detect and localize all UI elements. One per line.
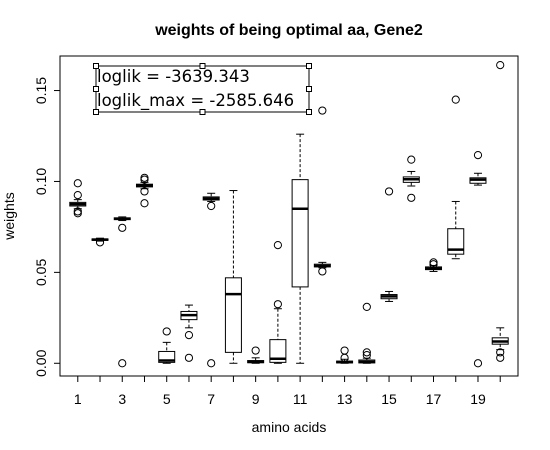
chart-title: weights of being optimal aa, Gene2 xyxy=(154,22,423,39)
annotation-handle xyxy=(306,86,312,92)
box-19 xyxy=(469,150,487,368)
annotation-line-2: loglik_max = -2585.646 xyxy=(97,91,294,111)
annotation-handle xyxy=(306,109,312,115)
box-14 xyxy=(358,302,376,364)
box-8 xyxy=(224,190,242,364)
outlier-point xyxy=(473,359,483,368)
outlier-point xyxy=(473,150,483,160)
outlier-point xyxy=(407,193,416,202)
box-body xyxy=(269,339,287,363)
annotation-handle xyxy=(93,86,99,92)
x-tick-label: 9 xyxy=(252,391,260,407)
annotation-line-1: loglik = -3639.343 xyxy=(97,67,250,86)
box-6 xyxy=(180,304,198,362)
x-tick-label: 5 xyxy=(163,391,171,407)
x-tick-label: 19 xyxy=(470,391,486,407)
outlier-point xyxy=(496,60,505,70)
outlier-point xyxy=(362,348,371,357)
annotation-handle xyxy=(93,109,99,115)
y-tick-label: 0.10 xyxy=(33,168,49,195)
outlier-point xyxy=(384,187,394,196)
y-tick-label: 0.00 xyxy=(33,349,49,376)
box-17 xyxy=(425,258,443,272)
box-body xyxy=(158,350,176,363)
y-tick-label: 0.15 xyxy=(33,77,49,104)
box-3 xyxy=(113,216,131,368)
box-5 xyxy=(158,327,176,364)
box-11 xyxy=(291,133,309,364)
outlier-point xyxy=(318,106,327,115)
x-axis-label: amino acids xyxy=(252,419,327,435)
box-12 xyxy=(313,106,331,276)
x-tick-label: 17 xyxy=(426,391,442,407)
annotation-handle xyxy=(306,63,312,69)
box-18 xyxy=(447,95,465,260)
outlier-point xyxy=(73,179,82,188)
box-1 xyxy=(69,179,87,218)
outlier-point xyxy=(140,187,149,196)
x-tick-label: 11 xyxy=(293,391,308,407)
box-16 xyxy=(402,155,420,202)
outlier-point xyxy=(407,155,416,164)
outlier-point xyxy=(73,207,82,216)
annotation-handle xyxy=(93,63,99,69)
plot-frame xyxy=(59,55,519,377)
box-15 xyxy=(380,187,398,302)
x-tick-label: 7 xyxy=(207,391,215,407)
outlier-point xyxy=(496,348,505,357)
outlier-point xyxy=(140,199,149,208)
outlier-point xyxy=(273,300,282,309)
outlier-point xyxy=(207,359,216,368)
outlier-point xyxy=(496,353,505,362)
box-body xyxy=(291,179,309,288)
box-body xyxy=(224,277,242,353)
x-tick-label: 1 xyxy=(74,391,82,407)
outlier-point xyxy=(118,223,127,232)
y-tick-label: 0.05 xyxy=(33,259,49,286)
box-2 xyxy=(91,237,109,247)
box-10 xyxy=(269,240,287,364)
outlier-point xyxy=(162,327,171,336)
outlier-point xyxy=(207,201,216,211)
box-group xyxy=(69,60,509,368)
x-tick-label: 3 xyxy=(118,391,126,407)
outlier-point xyxy=(340,346,349,355)
box-body xyxy=(447,228,465,255)
outlier-point xyxy=(429,258,438,267)
annotation-handle xyxy=(199,109,206,115)
box-13 xyxy=(336,346,354,364)
outlier-point xyxy=(318,267,327,276)
annotation-box: loglik = -3639.343 loglik_max = -2585.64… xyxy=(93,63,312,115)
outlier-point xyxy=(73,190,82,200)
outlier-point xyxy=(362,302,371,312)
x-axis: 1 3 5 7 9 11 13 15 17 19 xyxy=(74,376,501,407)
box-7 xyxy=(202,192,220,368)
outlier-point xyxy=(184,353,194,362)
x-tick-label: 13 xyxy=(337,391,353,407)
box-4 xyxy=(135,173,153,208)
outlier-point xyxy=(118,359,127,368)
outlier-point xyxy=(251,346,260,355)
outlier-point xyxy=(362,350,371,360)
y-axis: 0.00 0.05 0.10 0.15 xyxy=(33,77,60,377)
outlier-point xyxy=(140,173,149,182)
annotation-frame xyxy=(95,65,310,113)
box-9 xyxy=(247,346,265,364)
outlier-point xyxy=(95,238,105,247)
outlier-point xyxy=(451,95,460,104)
x-tick-label: 15 xyxy=(381,391,397,407)
box-20 xyxy=(491,60,509,362)
y-axis-label: weights xyxy=(1,192,17,240)
outlier-point xyxy=(273,240,282,250)
outlier-point xyxy=(184,330,194,340)
annotation-handle xyxy=(199,63,206,69)
